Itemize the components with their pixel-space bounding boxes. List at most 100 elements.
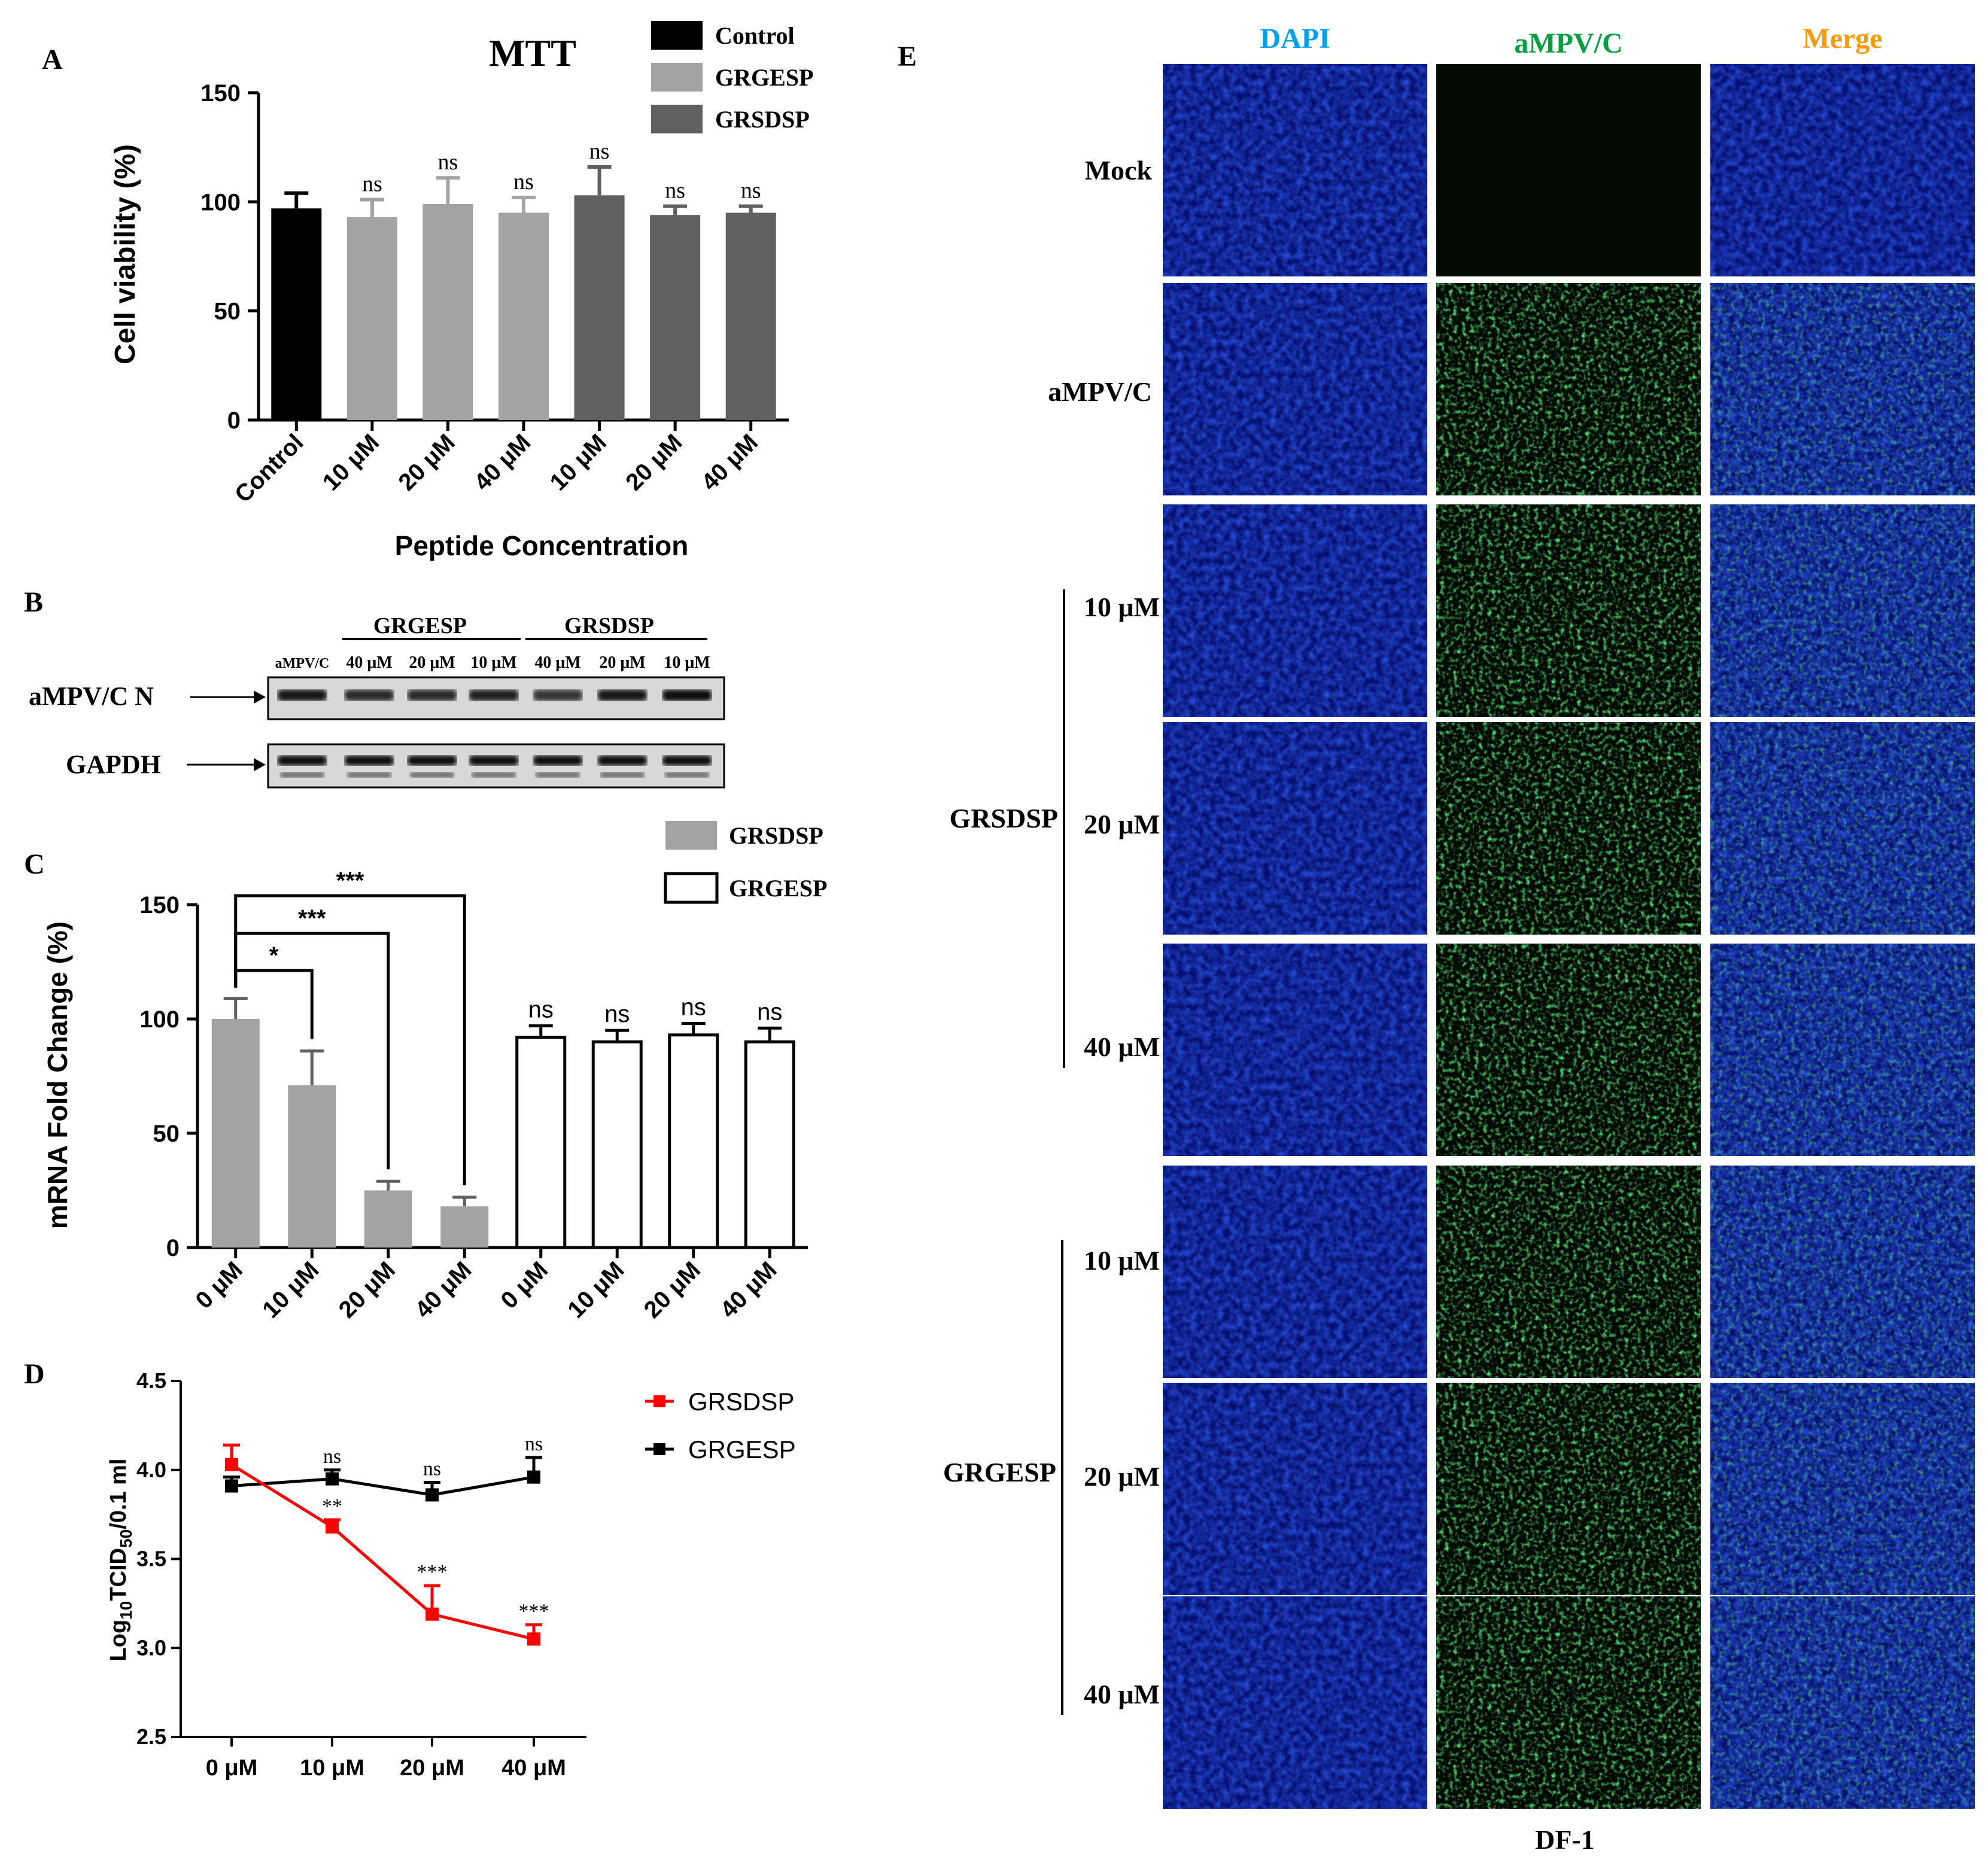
micrograph (1163, 504, 1427, 717)
data-point (425, 1607, 439, 1621)
micrograph (1163, 64, 1427, 276)
panel-label-a: A (42, 44, 63, 75)
blot-lane-label: 10 μM (664, 653, 710, 672)
y-tick-label: 4.5 (136, 1368, 166, 1393)
y-tick-label: 100 (139, 1006, 180, 1033)
significance-label: * (269, 942, 279, 969)
blot-lane-label: 20 μM (599, 653, 645, 672)
x-tick-label: 40 μM (697, 429, 763, 495)
micrograph (1436, 64, 1701, 276)
x-tick-label: 0 μM (206, 1756, 258, 1781)
blot-group-label-grsdsp: GRSDSP (564, 613, 654, 638)
data-point (527, 1470, 540, 1484)
row-label: 10 μM (1084, 1245, 1160, 1276)
row-label: Mock (1085, 155, 1153, 185)
chart-title: MTT (489, 32, 576, 74)
x-tick-label: 10 μM (257, 1257, 324, 1323)
arrow (187, 758, 266, 771)
bar (364, 1190, 412, 1248)
x-tick-label: 10 μM (545, 429, 612, 495)
micrograph (1163, 1383, 1427, 1595)
legend-marker (653, 1395, 665, 1407)
micrograph-signal (1163, 944, 1427, 1156)
x-tick-label: 40 μM (715, 1257, 782, 1323)
significance-label: *** (336, 868, 364, 894)
micrograph-overlay (1710, 1596, 1975, 1809)
row-label: 40 μM (1084, 1032, 1160, 1062)
legend-label: GRGESP (715, 64, 813, 91)
micrograph-overlay (1710, 944, 1975, 1156)
data-point (326, 1520, 339, 1534)
significance-bracket (234, 894, 466, 1185)
blot-band (535, 772, 580, 778)
x-tick-label: 40 μM (410, 1257, 476, 1323)
y-tick-label: 50 (214, 299, 241, 325)
significance-label: ns (528, 996, 554, 1023)
x-tick-label: 20 μM (393, 429, 460, 495)
y-tick-label: 0 (227, 407, 241, 434)
micrograph-signal (1710, 64, 1975, 276)
micrograph (1436, 504, 1701, 717)
row-label: 10 μM (1084, 592, 1160, 622)
bar (288, 1085, 336, 1248)
blot-band (344, 689, 394, 701)
x-axis-label: Peptide Concentration (395, 530, 689, 561)
micrograph-signal (1163, 722, 1427, 935)
blot-band (277, 689, 327, 701)
micrograph (1710, 1383, 1975, 1595)
y-tick-label: 2.5 (136, 1724, 166, 1749)
panel-e-microscopy: E DAPI aMPV/C Merge Mock aMPV/C 10 μM 20 μM 40… (898, 23, 1975, 1855)
x-tick-label: 40 μM (469, 429, 536, 495)
x-tick-label: 10 μM (300, 1756, 364, 1781)
panel-label-c: C (24, 848, 45, 880)
blot-band (597, 755, 648, 766)
blot-band (346, 772, 392, 778)
svg-text:GRGESP: GRGESP (943, 1457, 1056, 1487)
blot-lane-label: 20 μM (409, 653, 455, 672)
data-point (527, 1632, 540, 1646)
series-line (231, 1475, 534, 1496)
legend: Control GRGESP GRSDSP (651, 21, 813, 133)
y-axis: 2.5 3.0 3.5 4.0 4.5 0 μM 10 μM 20 μM 40 μM (136, 1368, 586, 1781)
row-label: aMPV/C (1048, 376, 1152, 407)
micrograph-overlay (1710, 722, 1975, 935)
legend-swatch (664, 872, 719, 904)
x-tick-label: 10 μM (318, 429, 384, 495)
blot-bands (277, 689, 712, 778)
significance-label: ns (757, 999, 782, 1025)
column-headers: DAPI aMPV/C Merge (1260, 23, 1882, 59)
significance-label: ns (362, 172, 382, 197)
micrograph-overlay (1710, 283, 1975, 495)
blot-row-label-gapdh: GAPDH (66, 750, 161, 779)
row-label: 20 μM (1084, 809, 1160, 839)
legend-label: GRGESP (729, 875, 827, 902)
micrograph (1163, 283, 1427, 495)
micrograph-signal (1436, 504, 1701, 717)
legend-marker (653, 1443, 665, 1455)
bar (346, 217, 397, 420)
micrograph (1436, 1166, 1701, 1378)
blot-band (471, 772, 516, 778)
significance-brackets: ******* (234, 868, 466, 1185)
significance-label: ns (665, 178, 685, 203)
micrograph (1436, 944, 1701, 1156)
row-label: 40 μM (1084, 1679, 1160, 1709)
micrograph-signal (1163, 1383, 1427, 1595)
bar (498, 212, 549, 420)
column-header: aMPV/C (1514, 28, 1622, 59)
bracket-grsdsp: GRSDSP (950, 589, 1065, 1068)
significance-label: ns (525, 1433, 543, 1455)
panel-b-western-blot: B GRGESP GRSDSP aMPV/C 40 μM 20 μM 10 μM 40 … (24, 586, 725, 789)
blot-band (662, 689, 712, 701)
micrograph-signal (1163, 504, 1427, 717)
data-point (225, 1479, 238, 1493)
data-point (425, 1488, 439, 1502)
micrograph-background (1436, 64, 1701, 276)
legend-label: GRSDSP (715, 106, 810, 133)
micrograph (1710, 722, 1975, 935)
significance-label: *** (298, 905, 326, 932)
bars: Control ns 10 μM ns 20 μM ns 40 μM ns 10 μM ns 20 … (230, 139, 776, 508)
row-label: 20 μM (1084, 1461, 1160, 1492)
y-tick-label: 4.0 (136, 1458, 166, 1482)
